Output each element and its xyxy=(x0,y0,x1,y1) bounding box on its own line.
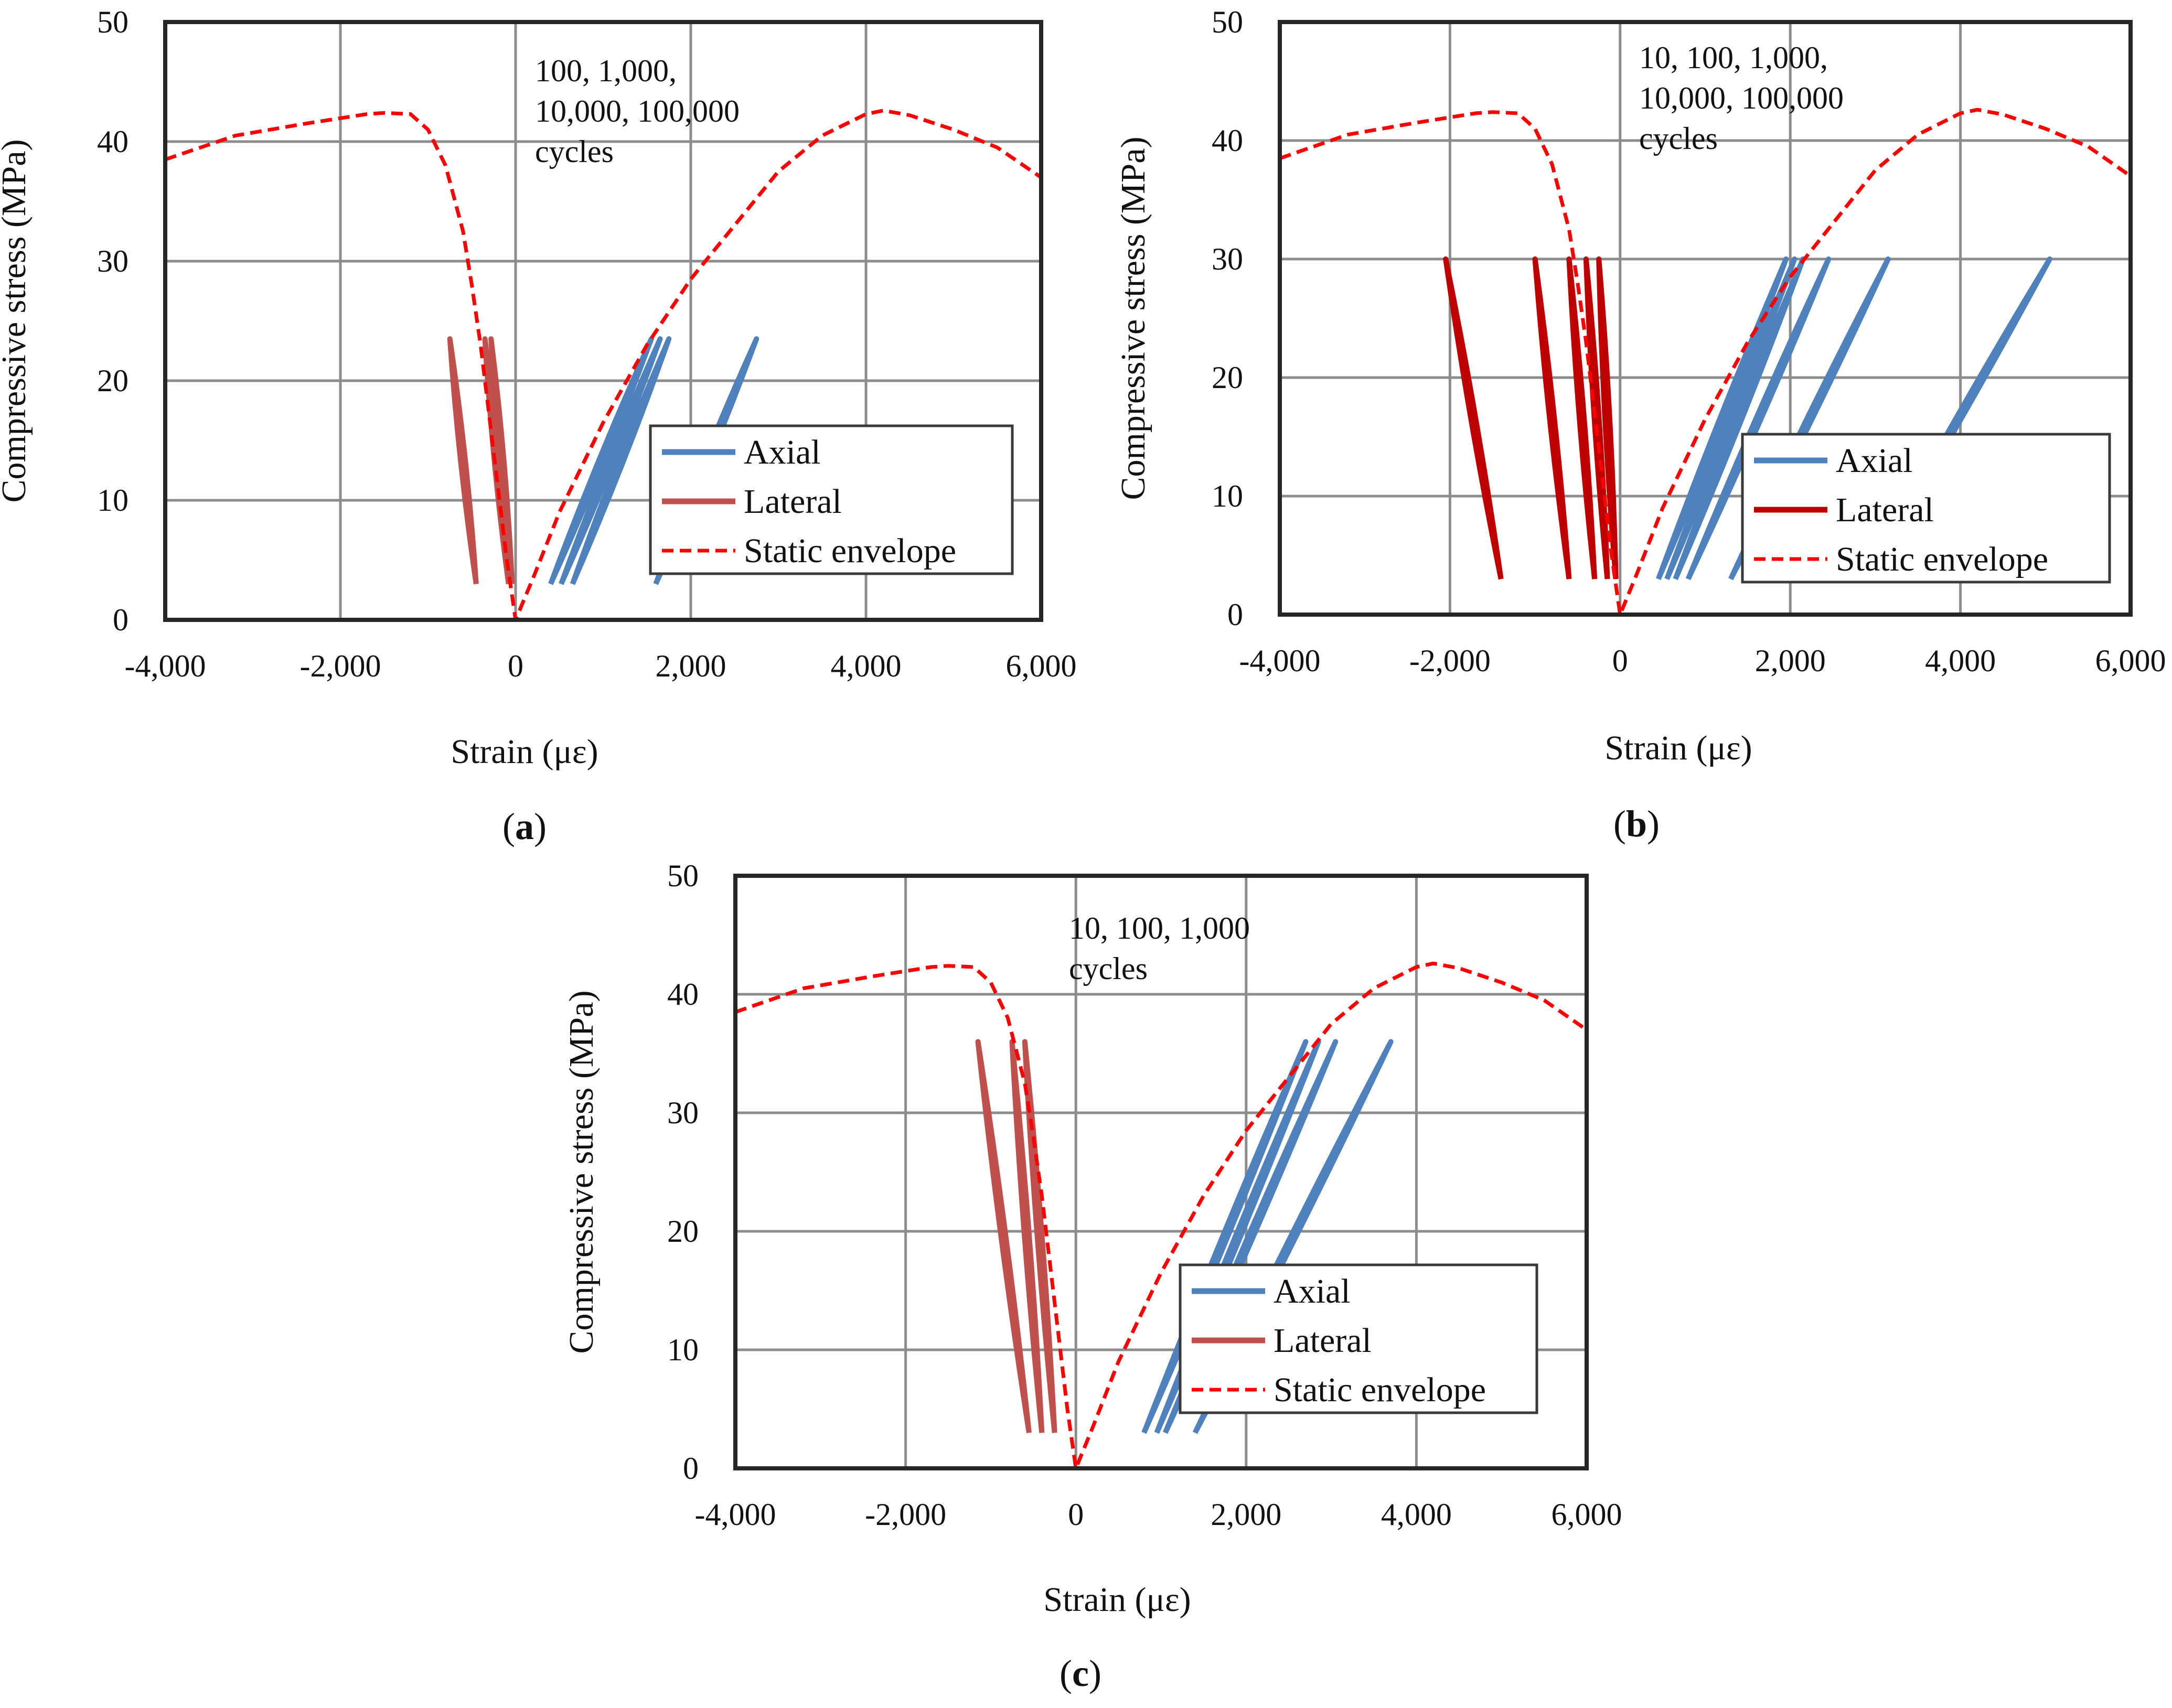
lateral-cycle-loop xyxy=(1596,256,1619,579)
y-tick-label: 30 xyxy=(667,1095,699,1130)
x-tick-label: 2,000 xyxy=(1755,643,1826,678)
panel-label: (a) xyxy=(502,805,547,847)
y-tick-label: 0 xyxy=(683,1451,699,1486)
axial-cycle-loop xyxy=(548,336,654,585)
cycles-annotation-line: cycles xyxy=(1069,951,1148,986)
legend-label-static-envelope: Static envelope xyxy=(1836,540,2048,578)
axial-cycle-loop xyxy=(1664,256,1797,581)
y-axis-title: Compressive stress (MPa) xyxy=(562,991,601,1354)
lateral-cycle-loop xyxy=(488,336,515,585)
x-tick-label: -4,000 xyxy=(125,649,206,683)
legend-label-static-envelope: Static envelope xyxy=(744,532,956,570)
cycles-annotation-line: 10,000, 100,000 xyxy=(1639,81,1844,115)
y-axis-title: Compressive stress (MPa) xyxy=(1114,137,1152,500)
legend-label-lateral: Lateral xyxy=(1274,1322,1372,1360)
y-tick-label: 50 xyxy=(97,5,129,39)
axial-cycle-loop xyxy=(570,336,672,585)
x-tick-label: 6,000 xyxy=(1552,1497,1622,1532)
chart-panel-a: -4,000 -2,000 0 2,000 4,000 6,000 0 10 20 30 40 50 S… xyxy=(0,5,1077,847)
y-tick-label: 40 xyxy=(667,977,699,1012)
plot-frame xyxy=(163,20,1043,622)
x-tick-label: 0 xyxy=(508,649,523,683)
legend-label-lateral: Lateral xyxy=(1836,491,1934,529)
y-tick-label: 40 xyxy=(97,124,129,159)
x-tick-label: 6,000 xyxy=(2095,643,2166,678)
legend: Axial Lateral Static envelope xyxy=(649,424,1014,575)
axial-cycle-loop xyxy=(559,336,663,585)
y-tick-label: 10 xyxy=(1212,479,1243,513)
y-tick-label: 20 xyxy=(667,1214,699,1249)
axial-cycle-loop xyxy=(1685,256,1832,581)
y-tick-label: 20 xyxy=(97,363,129,398)
legend: Axial Lateral Static envelope xyxy=(1179,1263,1538,1414)
chart-panel-b: -4,000 -2,000 0 2,000 4,000 6,000 0 10 20 30 40 50 S… xyxy=(1114,5,2166,845)
static-envelope-line xyxy=(1280,108,2131,615)
panel-label: (c) xyxy=(1060,1652,1101,1694)
x-axis-title: Strain (με) xyxy=(1604,729,1752,767)
lateral-cycle-loop xyxy=(975,1039,1032,1433)
y-tick-label: 40 xyxy=(1212,123,1243,158)
axial-cycle-loop xyxy=(1656,256,1789,581)
cycles-annotation-line: 10, 100, 1,000 xyxy=(1069,911,1250,946)
plot-frame xyxy=(1278,20,2133,617)
x-tick-label: -4,000 xyxy=(1239,643,1321,678)
cycles-annotation-line: cycles xyxy=(1639,121,1718,156)
x-tick-label: 0 xyxy=(1068,1497,1084,1532)
x-tick-label: 6,000 xyxy=(1006,649,1077,683)
y-tick-label: 30 xyxy=(1212,242,1243,276)
y-axis-title: Compressive stress (MPa) xyxy=(0,139,33,503)
cycles-annotation-line: 10,000, 100,000 xyxy=(535,94,740,128)
x-tick-label: 2,000 xyxy=(656,649,726,683)
x-tick-label: 2,000 xyxy=(1211,1497,1281,1532)
legend-label-axial: Axial xyxy=(1274,1272,1351,1310)
y-tick-label: 30 xyxy=(97,244,129,278)
static-envelope-line xyxy=(165,109,1041,620)
legend-label-axial: Axial xyxy=(1836,442,1913,480)
legend: Axial Lateral Static envelope xyxy=(1741,433,2111,584)
lateral-cycle-loop xyxy=(1022,1039,1057,1433)
cycles-annotation-line: 10, 100, 1,000, xyxy=(1639,40,1828,75)
y-tick-label: 10 xyxy=(667,1333,699,1367)
static-envelope-line xyxy=(735,961,1587,1468)
x-tick-label: -2,000 xyxy=(300,649,381,683)
cycles-annotation-line: cycles xyxy=(535,134,614,169)
cycles-annotation-line: 100, 1,000, xyxy=(535,53,677,88)
lateral-cycle-loop xyxy=(1566,256,1598,579)
lateral-cycle-loop xyxy=(1532,256,1572,579)
lateral-cycle-loop xyxy=(447,336,479,585)
x-tick-label: 0 xyxy=(1612,643,1628,678)
x-tick-label: 4,000 xyxy=(1925,643,1996,678)
y-tick-label: 0 xyxy=(113,603,129,637)
x-tick-label: -4,000 xyxy=(695,1497,776,1532)
legend-label-lateral: Lateral xyxy=(744,482,842,521)
x-tick-label: 4,000 xyxy=(1381,1497,1452,1532)
plot-frame xyxy=(733,874,1589,1470)
x-tick-label: -2,000 xyxy=(1409,643,1491,678)
lateral-cycle-loop xyxy=(1583,256,1610,579)
legend-label-axial: Axial xyxy=(744,433,821,471)
x-axis-title: Strain (με) xyxy=(451,733,598,771)
x-tick-label: 4,000 xyxy=(831,649,902,683)
y-tick-label: 20 xyxy=(1212,360,1243,395)
y-tick-label: 50 xyxy=(1212,5,1243,39)
lateral-cycle-loop xyxy=(1009,1039,1045,1433)
y-tick-label: 0 xyxy=(1227,597,1243,632)
y-tick-label: 50 xyxy=(667,858,699,893)
legend-label-static-envelope: Static envelope xyxy=(1274,1371,1486,1409)
chart-panel-c: -4,000 -2,000 0 2,000 4,000 6,000 0 10 20 30 40 50 S… xyxy=(562,858,1622,1694)
lateral-cycle-loop xyxy=(1443,256,1504,580)
panel-label: (b) xyxy=(1613,803,1660,845)
x-axis-title: Strain (με) xyxy=(1043,1581,1191,1619)
y-tick-label: 10 xyxy=(97,483,129,518)
x-tick-label: -2,000 xyxy=(865,1497,946,1532)
